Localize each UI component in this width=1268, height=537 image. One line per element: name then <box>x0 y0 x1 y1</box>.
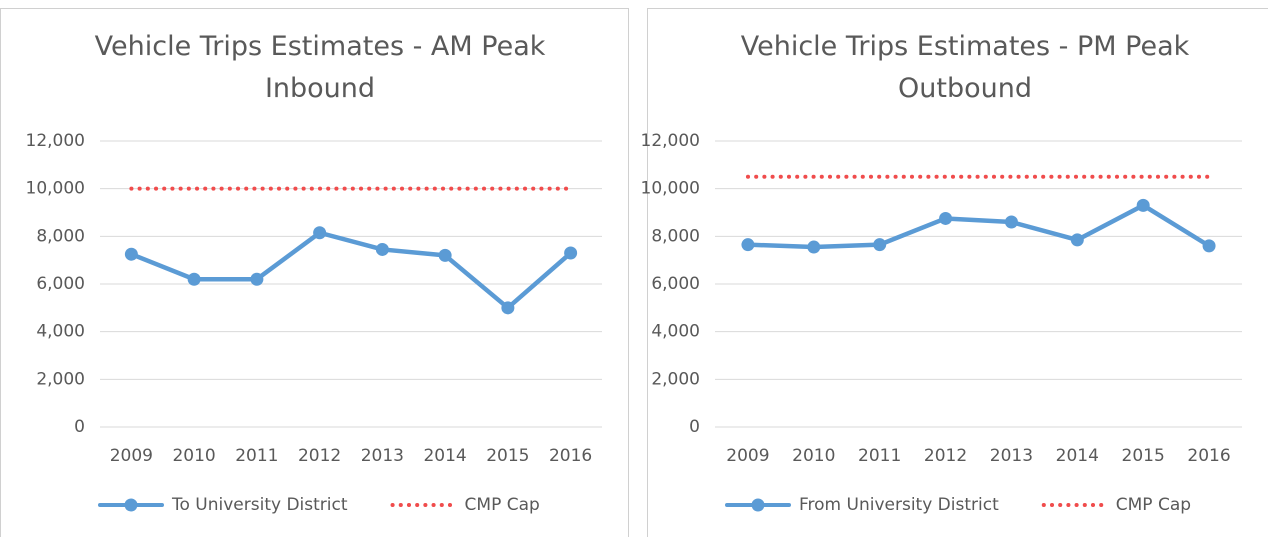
chart: Vehicle Trips Estimates - PM Peak Outbou… <box>641 31 1242 515</box>
series-marker <box>1004 215 1018 229</box>
y-tick-label: 8,000 <box>651 226 700 246</box>
y-tick-label: 12,000 <box>641 131 700 151</box>
series-marker <box>1070 233 1084 247</box>
x-tick-label: 2014 <box>1056 446 1099 466</box>
series-marker <box>313 226 327 240</box>
y-tick-label: 4,000 <box>651 322 700 342</box>
series-marker <box>741 238 755 252</box>
x-tick-label: 2009 <box>110 446 153 466</box>
legend-label: From University District <box>799 495 999 515</box>
y-tick-label: 4,000 <box>36 322 85 342</box>
x-tick-label: 2015 <box>486 446 529 466</box>
x-tick-label: 2014 <box>423 446 466 466</box>
series-marker <box>501 301 515 315</box>
y-tick-label: 10,000 <box>641 179 700 199</box>
x-tick-label: 2012 <box>298 446 341 466</box>
x-tick-label: 2016 <box>549 446 592 466</box>
x-tick-label: 2009 <box>726 446 769 466</box>
series-marker <box>438 248 452 262</box>
panel-border <box>0 8 629 537</box>
series-marker <box>124 247 138 261</box>
y-tick-label: 8,000 <box>36 226 85 246</box>
y-tick-label: 2,000 <box>36 369 85 389</box>
x-tick-label: 2010 <box>792 446 835 466</box>
series-marker <box>564 246 578 260</box>
series-marker <box>873 238 887 252</box>
title-box: Vehicle Trips Estimates - PM Peak Outbou… <box>740 31 1190 104</box>
x-tick-label: 2011 <box>858 446 901 466</box>
title-box: Vehicle Trips Estimates - AM Peak Inboun… <box>94 31 546 104</box>
y-tick-label: 10,000 <box>26 179 85 199</box>
x-tick-label: 2011 <box>235 446 278 466</box>
y-tick-label: 0 <box>74 417 85 437</box>
series-marker <box>250 272 264 286</box>
x-tick-label: 2010 <box>172 446 215 466</box>
x-tick-label: 2012 <box>924 446 967 466</box>
series-marker <box>939 211 953 225</box>
y-tick-label: 6,000 <box>651 274 700 294</box>
x-tick-label: 2016 <box>1187 446 1230 466</box>
x-tick-label: 2013 <box>361 446 404 466</box>
series-marker <box>1136 198 1150 212</box>
y-tick-label: 6,000 <box>36 274 85 294</box>
y-tick-label: 0 <box>689 417 700 437</box>
series-marker <box>187 272 201 286</box>
legend-marker <box>124 498 138 512</box>
chart-title: Vehicle Trips Estimates - PM Peak Outbou… <box>740 31 1190 104</box>
legend-label: CMP Cap <box>465 495 540 515</box>
series-marker <box>1202 239 1216 253</box>
series-line <box>745 203 1212 250</box>
legend-marker <box>751 498 765 512</box>
chart-title: Vehicle Trips Estimates - AM Peak Inboun… <box>94 31 546 104</box>
series-line <box>129 230 573 311</box>
panel-border <box>647 8 1268 537</box>
y-tick-label: 12,000 <box>26 131 85 151</box>
legend-label: CMP Cap <box>1116 495 1191 515</box>
x-tick-label: 2015 <box>1122 446 1165 466</box>
chart: Vehicle Trips Estimates - AM Peak Inboun… <box>26 31 602 515</box>
legend-label: To University District <box>171 495 348 515</box>
x-tick-label: 2013 <box>990 446 1033 466</box>
y-tick-label: 2,000 <box>651 369 700 389</box>
series-marker <box>807 240 821 254</box>
series-marker <box>375 242 389 256</box>
